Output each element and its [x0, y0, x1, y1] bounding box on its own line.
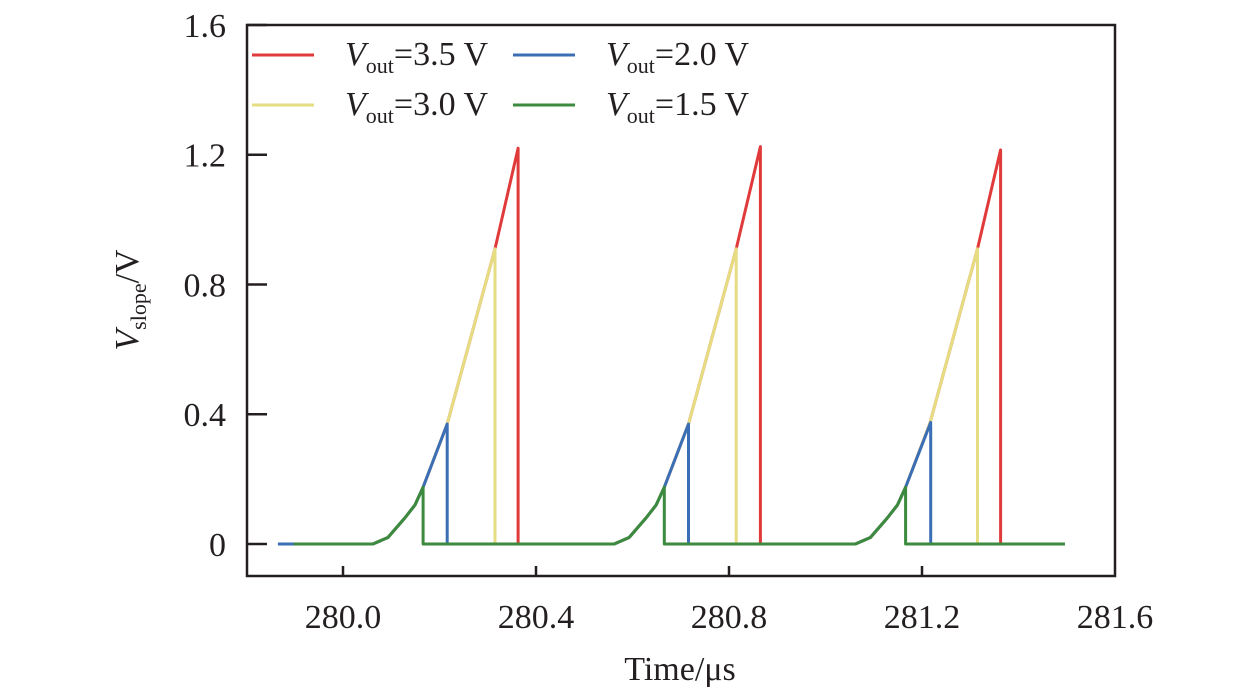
x-tick-label: 281.6	[1077, 599, 1154, 636]
y-tick-label: 0.4	[184, 397, 227, 434]
series-line-vout-3-0-v	[294, 247, 1065, 546]
legend-label-value: =1.5 V	[655, 86, 750, 123]
legend-label: Vout=2.0 V	[606, 36, 749, 78]
y-axis-title-sub: slope	[126, 283, 151, 329]
y-axis-title: Vslope/V	[109, 249, 151, 351]
legend-label-value: =3.0 V	[394, 86, 489, 123]
legend-label-sub: out	[627, 53, 655, 78]
legend: Vout=3.5 V Vout=3.0 V Vout=2.0 V Vout=1.5 V	[252, 36, 749, 128]
x-axis: 280.0 280.4 280.8 281.2 281.6	[305, 566, 1154, 636]
series-layer	[277, 145, 1065, 546]
series-line-vout-3-5-v	[294, 145, 1065, 546]
x-tick-label: 280.8	[691, 599, 768, 636]
x-tick-label: 280.4	[498, 599, 575, 636]
legend-item: Vout=1.5 V	[513, 86, 749, 128]
series-line-vout-2-0-v	[277, 420, 1065, 546]
y-tick-label: 0	[209, 527, 226, 564]
y-axis-title-suffix: /V	[109, 249, 146, 283]
legend-label: Vout=3.5 V	[345, 36, 488, 78]
legend-label-value: =2.0 V	[655, 36, 750, 73]
legend-label: Vout=1.5 V	[606, 86, 749, 128]
y-tick-label: 1.6	[184, 8, 227, 45]
y-tick-label: 0.8	[184, 267, 227, 304]
legend-item: Vout=3.0 V	[252, 86, 488, 128]
y-tick-label: 1.2	[184, 138, 227, 175]
x-tick-label: 281.2	[884, 599, 961, 636]
x-tick-label: 280.0	[305, 599, 382, 636]
plot-frame	[245, 23, 1117, 578]
legend-label-value: =3.5 V	[394, 36, 489, 73]
series-line-vout-1-5-v	[293, 485, 1065, 546]
legend-label-sub: out	[366, 53, 394, 78]
legend-item: Vout=3.5 V	[252, 36, 488, 78]
legend-label: Vout=3.0 V	[345, 86, 488, 128]
legend-label-sub: out	[366, 103, 394, 128]
legend-item: Vout=2.0 V	[513, 36, 749, 78]
y-axis: 0 0.4 0.8 1.2 1.6	[184, 8, 267, 564]
legend-label-sub: out	[627, 103, 655, 128]
x-axis-title: Time/μs	[624, 651, 735, 688]
